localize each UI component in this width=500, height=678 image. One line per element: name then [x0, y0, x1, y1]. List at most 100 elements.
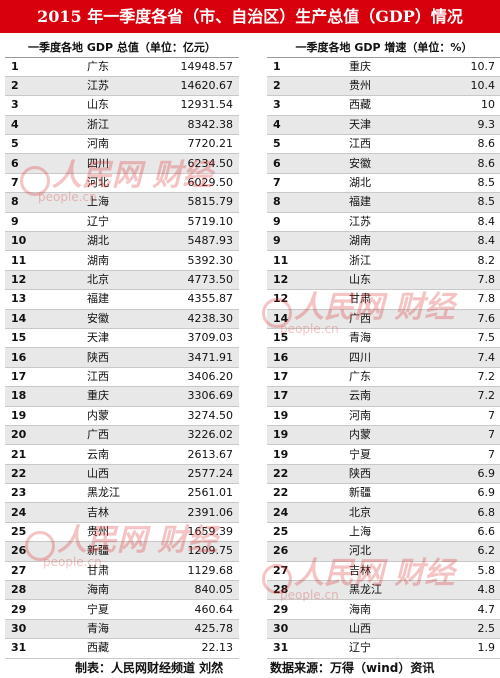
province-cell: 湖北	[345, 173, 423, 194]
table-row: 6 安徽 8.6	[267, 153, 500, 174]
rank-cell: 25	[267, 522, 345, 543]
value-cell: 2391.06	[161, 502, 239, 523]
province-cell: 西藏	[345, 95, 423, 116]
value-cell: 7	[423, 444, 500, 465]
value-cell: 8.4	[423, 212, 500, 233]
value-cell: 2561.01	[161, 483, 239, 504]
rank-cell: 8	[267, 192, 345, 213]
rank-cell: 3	[5, 95, 83, 116]
province-cell: 浙江	[345, 250, 423, 271]
gdp-growth-table-header: 一季度各地 GDP 增速（单位：%）	[267, 38, 500, 58]
table-row: 2 江苏 14620.67	[5, 76, 239, 97]
province-cell: 新疆	[345, 483, 423, 504]
table-row: 19 河南 7	[267, 406, 500, 426]
rank-cell: 9	[267, 212, 345, 233]
table-row: 14 广西 7.6	[267, 309, 500, 329]
rank-cell: 21	[5, 444, 83, 465]
rank-cell: 28	[5, 580, 83, 601]
rank-cell: 30	[5, 619, 83, 640]
value-cell: 4.8	[423, 580, 500, 601]
table-row: 2 贵州 10.4	[267, 76, 500, 97]
value-cell: 6.8	[423, 502, 500, 523]
value-cell: 5.8	[423, 561, 500, 582]
province-cell: 天津	[83, 328, 161, 349]
province-cell: 广西	[345, 309, 423, 329]
province-cell: 江西	[83, 367, 161, 388]
table-row: 10 湖北 5487.93	[5, 231, 239, 252]
value-cell: 5815.79	[161, 192, 239, 213]
rank-cell: 24	[267, 502, 345, 523]
table-row: 7 河北 6029.50	[5, 173, 239, 194]
value-cell: 9.3	[423, 115, 500, 136]
province-cell: 甘肃	[345, 289, 423, 310]
province-cell: 宁夏	[83, 599, 161, 620]
rank-cell: 25	[5, 522, 83, 543]
table-row: 3 西藏 10	[267, 95, 500, 116]
province-cell: 吉林	[83, 502, 161, 523]
table-row: 30 青海 425.78	[5, 619, 239, 640]
table-row: 22 陕西 6.9	[267, 464, 500, 485]
value-cell: 7.4	[423, 347, 500, 368]
province-cell: 江苏	[83, 76, 161, 97]
table-row: 15 天津 3709.03	[5, 328, 239, 349]
table-row: 8 福建 8.5	[267, 192, 500, 213]
rank-cell: 31	[5, 638, 83, 659]
value-cell: 7.8	[423, 270, 500, 291]
province-cell: 福建	[83, 289, 161, 310]
rank-cell: 3	[267, 95, 345, 116]
rank-cell: 9	[5, 212, 83, 233]
province-cell: 上海	[83, 192, 161, 213]
value-cell: 5719.10	[161, 212, 239, 233]
rank-cell: 27	[267, 561, 345, 582]
table-row: 9 辽宁 5719.10	[5, 212, 239, 233]
table-row: 19 宁夏 7	[267, 444, 500, 465]
value-cell: 10.4	[423, 76, 500, 97]
rank-cell: 17	[267, 367, 345, 388]
rank-cell: 18	[5, 386, 83, 407]
table-row: 29 海南 4.7	[267, 599, 500, 620]
table-row: 11 湖南 5392.30	[5, 250, 239, 271]
province-cell: 山东	[83, 95, 161, 116]
province-cell: 湖北	[83, 231, 161, 252]
value-cell: 5392.30	[161, 250, 239, 271]
table-row: 1 广东 14948.57	[5, 57, 239, 77]
value-cell: 4355.87	[161, 289, 239, 310]
table-row: 12 北京 4773.50	[5, 270, 239, 291]
rank-cell: 15	[5, 328, 83, 349]
table-row: 5 江西 8.6	[267, 134, 500, 155]
footer-source: 数据来源：万得（wind）资讯	[270, 661, 435, 675]
province-cell: 山东	[345, 270, 423, 291]
rank-cell: 9	[267, 231, 345, 252]
province-cell: 吉林	[345, 561, 423, 582]
rank-cell: 20	[5, 425, 83, 446]
value-cell: 3406.20	[161, 367, 239, 388]
value-cell: 14948.57	[161, 57, 239, 77]
rank-cell: 12	[5, 270, 83, 291]
rank-cell: 11	[5, 250, 83, 271]
province-cell: 黑龙江	[345, 580, 423, 601]
province-cell: 贵州	[83, 522, 161, 543]
value-cell: 2.5	[423, 619, 500, 640]
table-row: 25 上海 6.6	[267, 522, 500, 543]
province-cell: 广东	[83, 57, 161, 77]
province-cell: 四川	[83, 153, 161, 174]
table-row: 12 山东 7.8	[267, 270, 500, 291]
value-cell: 7.2	[423, 386, 500, 407]
rank-cell: 22	[5, 464, 83, 485]
rank-cell: 4	[267, 115, 345, 136]
table-row: 11 浙江 8.2	[267, 250, 500, 271]
province-cell: 湖南	[345, 231, 423, 252]
value-cell: 14620.67	[161, 76, 239, 97]
rank-cell: 22	[267, 483, 345, 504]
table-row: 4 浙江 8342.38	[5, 115, 239, 136]
province-cell: 北京	[345, 502, 423, 523]
province-cell: 甘肃	[83, 561, 161, 582]
value-cell: 7720.21	[161, 134, 239, 155]
rank-cell: 26	[267, 541, 345, 562]
table-row: 5 河南 7720.21	[5, 134, 239, 155]
table-row: 1 重庆 10.7	[267, 57, 500, 77]
value-cell: 5487.93	[161, 231, 239, 252]
province-cell: 陕西	[345, 464, 423, 485]
province-cell: 内蒙	[345, 425, 423, 446]
footer: 制表：人民网财经频道 刘然 数据来源：万得（wind）资讯	[0, 658, 500, 678]
